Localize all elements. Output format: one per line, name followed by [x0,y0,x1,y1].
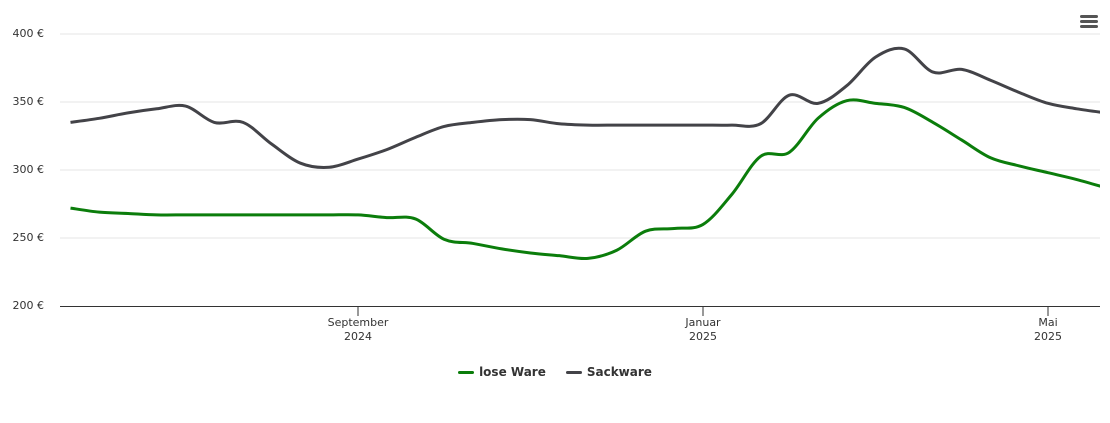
legend-item[interactable]: lose Ware [458,365,546,379]
x-tick-label: Mai 2025 [1034,316,1062,343]
legend-label: lose Ware [479,365,546,379]
legend: lose Ware Sackware [0,365,1110,379]
legend-swatch [458,371,475,374]
y-tick-label: 400 € [12,27,45,40]
line-series [70,46,1100,169]
y-tick-label: 350 € [12,95,45,108]
legend-swatch [565,371,582,374]
y-tick-label: 250 € [12,231,45,244]
y-tick-label: 300 € [12,163,45,176]
line-series [70,98,1100,261]
x-tick-label: Januar 2025 [685,316,721,343]
menu-icon[interactable] [1080,15,1098,28]
legend-item[interactable]: Sackware [565,365,652,379]
y-tick-label: 200 € [12,299,45,312]
x-tick-label: September 2024 [327,316,389,343]
legend-label: Sackware [586,365,652,379]
